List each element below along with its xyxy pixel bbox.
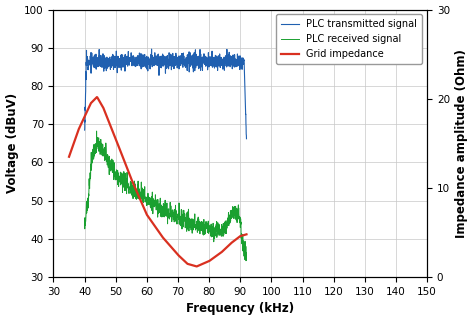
Y-axis label: Voltage (dBuV): Voltage (dBuV) (6, 93, 18, 194)
PLC received signal (82, 216, 87, 220)
Grid impedance (98, 101, 103, 105)
Legend: PLC transmitted signal, PLC received signal, Grid impedance: PLC transmitted signal, PLC received sig… (276, 14, 422, 64)
PLC transmitted signal (149, 47, 155, 51)
PLC transmitted signal (170, 58, 176, 62)
Y-axis label: Impedance amplitude (Ohm): Impedance amplitude (Ohm) (456, 49, 468, 238)
PLC transmitted signal (82, 128, 87, 132)
Line: Grid impedance: Grid impedance (69, 97, 246, 266)
PLC transmitted signal (167, 56, 173, 59)
PLC received signal (153, 206, 159, 210)
PLC received signal (193, 225, 199, 229)
PLC transmitted signal (109, 56, 115, 60)
Grid impedance (171, 248, 177, 252)
PLC received signal (211, 225, 217, 229)
PLC received signal (99, 146, 104, 150)
PLC transmitted signal (244, 137, 249, 141)
Grid impedance (94, 95, 100, 99)
Line: PLC transmitted signal: PLC transmitted signal (84, 49, 246, 139)
PLC received signal (244, 258, 249, 262)
PLC received signal (147, 200, 153, 204)
Grid impedance (185, 262, 191, 266)
Grid impedance (244, 232, 249, 236)
Grid impedance (66, 155, 72, 159)
PLC received signal (208, 224, 214, 228)
X-axis label: Frequency (kHz): Frequency (kHz) (186, 302, 294, 316)
Grid impedance (194, 265, 200, 268)
Line: PLC received signal: PLC received signal (84, 131, 246, 261)
PLC transmitted signal (152, 63, 158, 66)
PLC transmitted signal (103, 56, 109, 60)
PLC received signal (243, 259, 249, 263)
PLC transmitted signal (137, 63, 142, 66)
Grid impedance (147, 217, 153, 221)
Grid impedance (201, 262, 206, 265)
PLC received signal (94, 129, 100, 133)
Grid impedance (112, 135, 118, 139)
